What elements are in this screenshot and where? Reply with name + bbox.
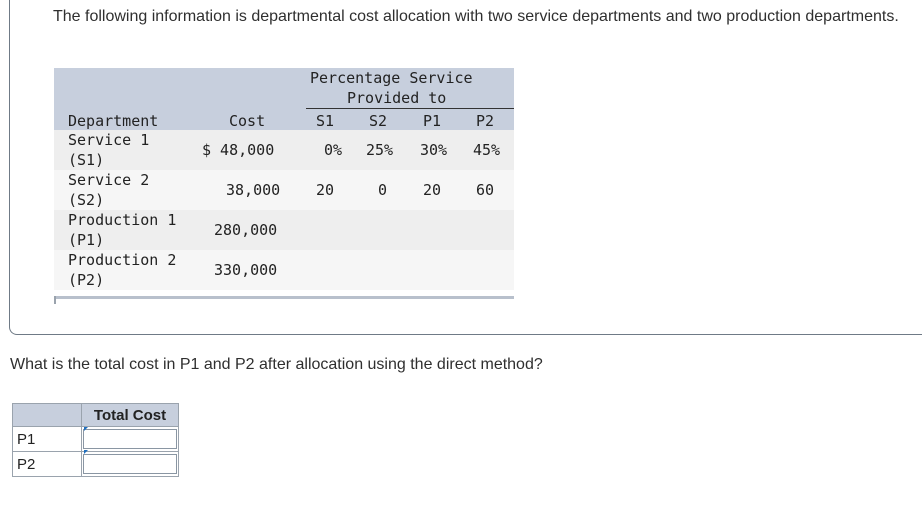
row-p1-name: Production 1 xyxy=(68,211,177,229)
row-p1-cost: 280,000 xyxy=(214,221,278,239)
table-header-band xyxy=(54,68,514,130)
table-bottom-rule xyxy=(54,296,514,299)
row-s2-cost: 38,000 xyxy=(226,181,281,199)
intro-text: The following information is departmenta… xyxy=(53,8,899,25)
answer-row-p2: P2 xyxy=(12,451,179,477)
col-header-p2: P2 xyxy=(476,112,495,130)
table-bottom-tick xyxy=(54,296,56,304)
row-s2-pct-p1: 20 xyxy=(423,181,442,199)
pct-header-rule xyxy=(306,108,514,109)
answer-cell-p1 xyxy=(81,426,179,452)
row-s1-name: Service 1 xyxy=(68,131,150,149)
row-s2-pct-p2: 60 xyxy=(476,181,495,199)
row-s1-code: (S1) xyxy=(68,151,105,169)
total-cost-p1-input[interactable] xyxy=(83,429,177,449)
col-header-p1: P1 xyxy=(423,112,442,130)
table-row xyxy=(54,170,514,210)
table-row xyxy=(54,210,514,250)
answer-label-p2: P2 xyxy=(12,451,82,477)
answer-header-total-cost: Total Cost xyxy=(81,403,179,427)
table-row xyxy=(54,130,514,170)
row-s1-cost: $ 48,000 xyxy=(202,141,275,159)
row-p2-name: Production 2 xyxy=(68,251,177,269)
row-s2-code: (S2) xyxy=(68,191,105,209)
row-s2-name: Service 2 xyxy=(68,171,150,189)
row-s1-pct-p2: 45% xyxy=(473,141,501,159)
answer-cell-p2 xyxy=(81,451,179,477)
row-p2-code: (P2) xyxy=(68,271,105,289)
answer-header-blank xyxy=(12,403,82,427)
answer-label-p1: P1 xyxy=(12,426,82,452)
row-p2-cost: 330,000 xyxy=(214,261,278,279)
input-flag-icon xyxy=(84,427,88,431)
pct-header-line2: Provided to xyxy=(347,89,447,107)
answer-row-p1: P1 xyxy=(12,426,179,452)
total-cost-p2-input[interactable] xyxy=(83,454,177,474)
cost-allocation-table: Percentage Service Provided to Departmen… xyxy=(54,68,514,304)
answer-table: Total Cost P1 P2 xyxy=(12,403,179,477)
input-flag-icon xyxy=(84,450,88,454)
question-text: What is the total cost in P1 and P2 afte… xyxy=(10,356,543,373)
col-header-s2: S2 xyxy=(369,112,388,130)
table-row xyxy=(54,250,514,290)
col-header-cost: Cost xyxy=(229,112,266,130)
row-s2-pct-s1: 20 xyxy=(316,181,335,199)
row-s1-pct-p1: 30% xyxy=(420,141,448,159)
answer-header-row: Total Cost xyxy=(12,403,179,427)
col-header-s1: S1 xyxy=(316,112,335,130)
col-header-department: Department xyxy=(68,112,159,130)
row-s2-pct-s2: 0 xyxy=(378,181,388,199)
pct-header-line1: Percentage Service xyxy=(310,69,473,87)
row-s1-pct-s1: 0% xyxy=(324,141,343,159)
row-p1-code: (P1) xyxy=(68,231,105,249)
row-s1-pct-s2: 25% xyxy=(366,141,394,159)
